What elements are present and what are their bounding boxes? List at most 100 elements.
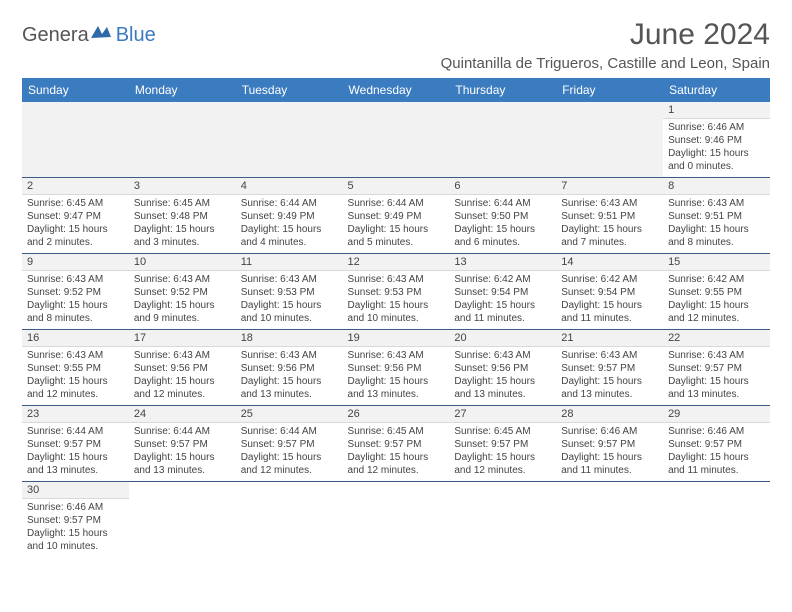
sunset-text: Sunset: 9:55 PM [27,362,124,375]
day-details: Sunrise: 6:43 AMSunset: 9:51 PMDaylight:… [663,195,770,253]
day-details: Sunrise: 6:44 AMSunset: 9:49 PMDaylight:… [236,195,343,253]
daylight-line2: and 12 minutes. [668,312,765,325]
daylight-line1: Daylight: 15 hours [454,299,551,312]
sunset-text: Sunset: 9:47 PM [27,210,124,223]
calendar-day-cell: 15Sunrise: 6:42 AMSunset: 9:55 PMDayligh… [663,254,770,330]
sunset-text: Sunset: 9:52 PM [27,286,124,299]
day-number: 7 [556,178,663,195]
day-number: 6 [449,178,556,195]
sunset-text: Sunset: 9:50 PM [454,210,551,223]
sunset-text: Sunset: 9:49 PM [241,210,338,223]
daylight-line1: Daylight: 15 hours [241,223,338,236]
calendar-day-cell: 9Sunrise: 6:43 AMSunset: 9:52 PMDaylight… [22,254,129,330]
calendar-day-cell: 22 Sunrise: 6:43 AMSunset: 9:57 PMDayligh… [663,330,770,406]
daylight-line1: Daylight: 15 hours [27,299,124,312]
day-number: 2 [22,178,129,195]
sunrise-text: Sunrise: 6:43 AM [27,273,124,286]
sunrise-text: Sunrise: 6:44 AM [134,425,231,438]
daylight-line2: and 8 minutes. [668,236,765,249]
calendar-empty-cell [22,102,129,178]
day-number: 1 [663,102,770,119]
day-number: 22 [663,330,770,347]
sunrise-text: Sunrise: 6:45 AM [348,425,445,438]
day-details: Sunrise: 6:43 AMSunset: 9:52 PMDaylight:… [129,271,236,329]
day-details: Sunrise: 6:43 AMSunset: 9:56 PMDaylight:… [343,347,450,405]
daylight-line2: and 10 minutes. [241,312,338,325]
sunrise-text: Sunrise: 6:45 AM [134,197,231,210]
sunrise-text: Sunrise: 6:45 AM [27,197,124,210]
day-details: Sunrise: 6:43 AMSunset: 9:57 PMDaylight:… [556,347,663,405]
sunrise-text: Sunrise: 6:46 AM [668,425,765,438]
day-details: Sunrise: 6:46 AMSunset: 9:57 PMDaylight:… [556,423,663,481]
day-header: Wednesday [343,78,450,102]
calendar-day-cell: 27Sunrise: 6:45 AMSunset: 9:57 PMDayligh… [449,406,556,482]
day-details: Sunrise: 6:45 AMSunset: 9:48 PMDaylight:… [129,195,236,253]
day-number: 14 [556,254,663,271]
calendar-week-row: 23Sunrise: 6:44 AMSunset: 9:57 PMDayligh… [22,406,770,482]
calendar-day-cell: 11Sunrise: 6:43 AMSunset: 9:53 PMDayligh… [236,254,343,330]
calendar-empty-cell [343,102,450,178]
sunset-text: Sunset: 9:48 PM [134,210,231,223]
daylight-line2: and 13 minutes. [134,464,231,477]
sunrise-text: Sunrise: 6:46 AM [27,501,124,514]
calendar-empty-cell [556,102,663,178]
day-number: 24 [129,406,236,423]
day-number: 18 [236,330,343,347]
daylight-line2: and 7 minutes. [561,236,658,249]
calendar-day-cell: 1Sunrise: 6:46 AMSunset: 9:46 PMDaylight… [663,102,770,178]
daylight-line1: Daylight: 15 hours [454,451,551,464]
daylight-line2: and 11 minutes. [561,312,658,325]
daylight-line1: Daylight: 15 hours [27,375,124,388]
daylight-line1: Daylight: 15 hours [134,375,231,388]
daylight-line1: Daylight: 15 hours [668,147,765,160]
calendar-day-cell: 7Sunrise: 6:43 AMSunset: 9:51 PMDaylight… [556,178,663,254]
calendar-empty-cell [663,482,770,558]
sunrise-text: Sunrise: 6:43 AM [668,349,765,362]
day-number: 4 [236,178,343,195]
daylight-line2: and 12 minutes. [27,388,124,401]
day-details: Sunrise: 6:46 AMSunset: 9:57 PMDaylight:… [663,423,770,481]
sunrise-text: Sunrise: 6:43 AM [241,273,338,286]
calendar-day-cell: 25Sunrise: 6:44 AMSunset: 9:57 PMDayligh… [236,406,343,482]
sunset-text: Sunset: 9:54 PM [561,286,658,299]
day-details: Sunrise: 6:43 AMSunset: 9:56 PMDaylight:… [449,347,556,405]
day-number: 13 [449,254,556,271]
daylight-line2: and 12 minutes. [134,388,231,401]
sunrise-text: Sunrise: 6:43 AM [134,273,231,286]
day-details: Sunrise: 6:42 AMSunset: 9:54 PMDaylight:… [449,271,556,329]
sunset-text: Sunset: 9:51 PM [668,210,765,223]
day-details: Sunrise: 6:43 AMSunset: 9:56 PMDaylight:… [129,347,236,405]
daylight-line1: Daylight: 15 hours [668,375,765,388]
daylight-line1: Daylight: 15 hours [241,299,338,312]
daylight-line1: Daylight: 15 hours [27,223,124,236]
sunset-text: Sunset: 9:57 PM [668,362,765,375]
sunrise-text: Sunrise: 6:43 AM [348,349,445,362]
calendar-day-cell: 2 Sunrise: 6:45 AMSunset: 9:47 PMDaylight… [22,178,129,254]
sunset-text: Sunset: 9:57 PM [134,438,231,451]
daylight-line2: and 12 minutes. [241,464,338,477]
daylight-line1: Daylight: 15 hours [561,451,658,464]
sunrise-text: Sunrise: 6:43 AM [134,349,231,362]
daylight-line2: and 11 minutes. [454,312,551,325]
sunset-text: Sunset: 9:56 PM [348,362,445,375]
sunset-text: Sunset: 9:53 PM [348,286,445,299]
calendar-day-cell: 8Sunrise: 6:43 AMSunset: 9:51 PMDaylight… [663,178,770,254]
calendar-empty-cell [343,482,450,558]
calendar-week-row: 1Sunrise: 6:46 AMSunset: 9:46 PMDaylight… [22,102,770,178]
sunset-text: Sunset: 9:52 PM [134,286,231,299]
sunset-text: Sunset: 9:57 PM [454,438,551,451]
calendar-day-cell: 18Sunrise: 6:43 AMSunset: 9:56 PMDayligh… [236,330,343,406]
daylight-line1: Daylight: 15 hours [454,223,551,236]
sunrise-text: Sunrise: 6:42 AM [561,273,658,286]
sunrise-text: Sunrise: 6:43 AM [668,197,765,210]
day-number: 21 [556,330,663,347]
daylight-line2: and 5 minutes. [348,236,445,249]
day-header: Saturday [663,78,770,102]
sunrise-text: Sunrise: 6:44 AM [348,197,445,210]
sunset-text: Sunset: 9:54 PM [454,286,551,299]
daylight-line1: Daylight: 15 hours [561,375,658,388]
daylight-line2: and 10 minutes. [27,540,124,553]
day-number: 10 [129,254,236,271]
day-number: 11 [236,254,343,271]
daylight-line2: and 6 minutes. [454,236,551,249]
